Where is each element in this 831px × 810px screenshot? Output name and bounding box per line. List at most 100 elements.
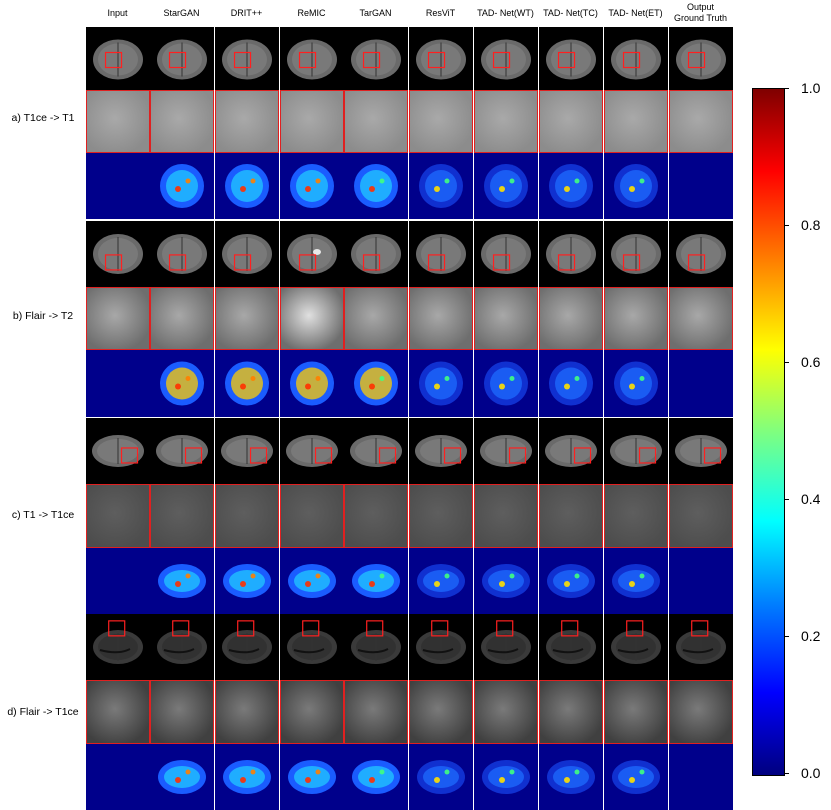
zoomed-crop-image: [604, 287, 668, 350]
zoomed-crop-image: [669, 287, 733, 350]
zoomed-crop-image: [409, 680, 473, 744]
brain-slice-image: [539, 418, 603, 484]
colorbar-tick-label: 0.0: [801, 765, 821, 781]
colorbar-tick-mark: [784, 499, 789, 500]
zoomed-crop-image: [150, 680, 214, 744]
column-header: TAD- Net(ET): [608, 7, 663, 18]
colorbar-tick-mark: [784, 225, 789, 226]
error-map-image: [474, 350, 538, 417]
error-map-image: [280, 548, 344, 614]
brain-slice-image: [215, 221, 279, 287]
error-map-image: [539, 153, 603, 219]
brain-slice-image: [474, 614, 538, 680]
zoomed-crop-image: [474, 90, 538, 153]
zoomed-crop-image: [86, 680, 150, 744]
colorbar-tick-mark: [784, 362, 789, 363]
zoomed-crop-image: [539, 484, 603, 548]
zoomed-crop-image: [604, 680, 668, 744]
error-map-image: [604, 153, 668, 219]
colorbar-tick-label: 1.0: [801, 80, 821, 96]
brain-slice-image: [344, 27, 408, 92]
error-map-image: [344, 548, 408, 614]
error-map-image: [86, 350, 150, 417]
error-map-image: [150, 548, 214, 614]
error-map-image: [474, 548, 538, 614]
brain-slice-image: [409, 614, 473, 680]
error-map-image: [474, 744, 538, 810]
zoomed-crop-image: [344, 680, 408, 744]
brain-slice-image: [669, 27, 733, 92]
zoomed-crop-image: [474, 287, 538, 350]
column-header: ReMIC: [297, 7, 326, 18]
zoomed-crop-image: [604, 90, 668, 153]
error-map-image: [86, 548, 150, 614]
zoomed-crop-image: [409, 484, 473, 548]
task-label: a) T1ce -> T1: [11, 112, 75, 124]
brain-slice-image: [344, 221, 408, 287]
column-header: Input: [107, 7, 128, 18]
task-label: c) T1 -> T1ce: [11, 509, 75, 521]
brain-slice-image: [280, 614, 344, 680]
column-header: ResViT: [425, 7, 456, 18]
brain-slice-image: [539, 614, 603, 680]
zoomed-crop-image: [86, 484, 150, 548]
brain-slice-image: [150, 27, 214, 92]
column-header: TarGAN: [359, 7, 392, 18]
zoomed-crop-image: [344, 90, 408, 153]
brain-slice-image: [669, 614, 733, 680]
brain-slice-image: [539, 27, 603, 92]
zoomed-crop-image: [150, 484, 214, 548]
error-map-image: [669, 744, 733, 810]
zoomed-crop-image: [215, 484, 279, 548]
brain-slice-image: [215, 614, 279, 680]
brain-slice-image: [150, 418, 214, 484]
zoomed-crop-image: [344, 287, 408, 350]
zoomed-crop-image: [86, 90, 150, 153]
error-map-image: [150, 153, 214, 219]
error-map-image: [539, 350, 603, 417]
brain-slice-image: [86, 221, 150, 287]
error-map-image: [215, 153, 279, 219]
brain-slice-image: [86, 614, 150, 680]
zoomed-crop-image: [669, 680, 733, 744]
colorbar-tick-label: 0.4: [801, 491, 821, 507]
column-header: TAD- Net(TC): [543, 7, 598, 18]
brain-slice-image: [280, 418, 344, 484]
column-header: Output Ground Truth: [673, 2, 728, 23]
brain-slice-image: [669, 221, 733, 287]
zoomed-crop-image: [604, 484, 668, 548]
brain-slice-image: [86, 27, 150, 92]
brain-slice-image: [474, 27, 538, 92]
column-header: StarGAN: [163, 7, 200, 18]
zoomed-crop-image: [280, 680, 344, 744]
zoomed-crop-image: [409, 90, 473, 153]
error-map-image: [86, 153, 150, 219]
zoomed-crop-image: [539, 90, 603, 153]
zoomed-crop-image: [344, 484, 408, 548]
brain-slice-image: [280, 27, 344, 92]
error-map-image: [409, 350, 473, 417]
zoomed-crop-image: [409, 287, 473, 350]
error-map-image: [669, 153, 733, 219]
error-map-image: [344, 153, 408, 219]
brain-slice-image: [409, 27, 473, 92]
brain-slice-image: [215, 418, 279, 484]
error-map-image: [344, 744, 408, 810]
brain-slice-image: [474, 221, 538, 287]
colorbar-tick-mark: [784, 773, 789, 774]
zoomed-crop-image: [215, 90, 279, 153]
brain-slice-image: [409, 221, 473, 287]
brain-slice-image: [539, 221, 603, 287]
brain-slice-image: [344, 418, 408, 484]
brain-slice-image: [604, 27, 668, 92]
error-map-image: [344, 350, 408, 417]
brain-slice-image: [474, 418, 538, 484]
error-map-image: [409, 548, 473, 614]
colorbar-tick-label: 0.8: [801, 217, 821, 233]
error-map-image: [215, 350, 279, 417]
brain-slice-image: [604, 221, 668, 287]
brain-slice-image: [150, 614, 214, 680]
error-map-image: [669, 548, 733, 614]
brain-slice-image: [409, 418, 473, 484]
task-label: d) Flair -> T1ce: [7, 706, 79, 718]
